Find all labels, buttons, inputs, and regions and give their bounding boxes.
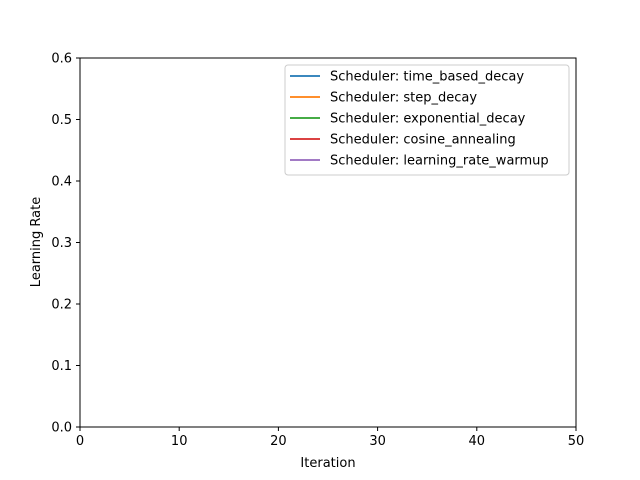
x-tick-label: 50 <box>568 434 585 449</box>
legend-label: Scheduler: exponential_decay <box>330 112 526 127</box>
y-tick-label: 0.5 <box>51 113 72 128</box>
y-axis-title: Learning Rate <box>29 197 44 287</box>
x-tick-label: 0 <box>76 434 84 449</box>
y-tick-label: 0.2 <box>51 298 72 313</box>
x-axis-title: Iteration <box>300 456 355 471</box>
legend-box <box>284 64 570 176</box>
legend-label: Scheduler: cosine_annealing <box>330 133 516 148</box>
legend-label: Scheduler: learning_rate_warmup <box>330 154 549 169</box>
y-tick-label: 0.4 <box>51 175 72 190</box>
x-tick-label: 40 <box>469 434 486 449</box>
legend-label: Scheduler: step_decay <box>330 91 477 106</box>
y-axis: 0.0 0.1 0.2 0.3 0.4 0.5 0.6 <box>51 52 80 436</box>
x-axis: 0 10 20 30 40 50 <box>76 427 584 449</box>
y-tick-label: 0.6 <box>51 52 72 67</box>
legend: Scheduler: time_based_decay Scheduler: st… <box>284 64 570 176</box>
x-tick-label: 20 <box>270 434 287 449</box>
x-tick-label: 30 <box>369 434 386 449</box>
y-tick-label: 0.0 <box>51 421 72 436</box>
y-tick-label: 0.1 <box>51 359 72 374</box>
legend-label: Scheduler: time_based_decay <box>330 70 524 85</box>
x-tick-label: 10 <box>171 434 188 449</box>
y-tick-label: 0.3 <box>51 236 72 251</box>
